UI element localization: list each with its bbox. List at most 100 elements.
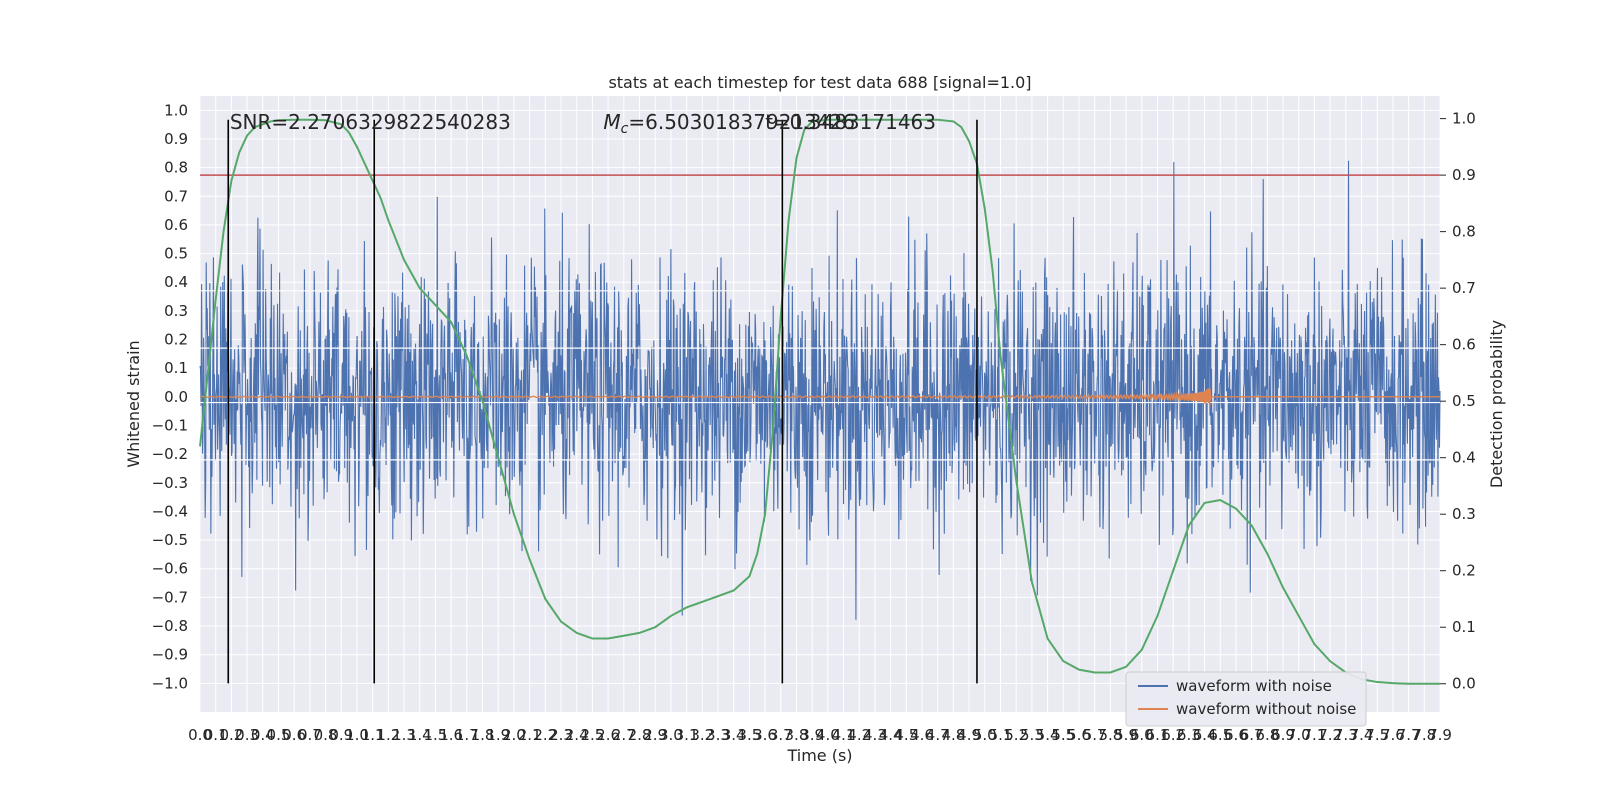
x-tick-label: 3.6 — [753, 726, 777, 744]
noise-waveform-line — [199, 160, 1441, 620]
x-tick-label: 1.9 — [486, 726, 510, 744]
y2-tick-label: 0.5 — [1452, 392, 1476, 410]
y-tick-labels: 1.0 0.9 0.8 0.7 0.6 0.5 0.4 0.3 0.2 0.1 0.0 −0.1 −0.… — [152, 101, 188, 692]
y-tick-label: −0.8 — [152, 617, 188, 635]
y2-tick-label: 0.4 — [1452, 449, 1476, 467]
y-tick-label: −0.5 — [152, 531, 188, 549]
x-axis-label: Time (s) — [786, 746, 852, 765]
x-tick-label: 4.8 — [941, 726, 965, 744]
x-tick-label: 6.5 — [1208, 726, 1232, 744]
x-tick-label: 6.8 — [1255, 726, 1279, 744]
x-tick-label: 1.2 — [376, 726, 400, 744]
x-tick-label: 0.3 — [235, 726, 259, 744]
x-tick-labels: 0.00.10.20.30.40.50.60.70.80.91.01.11.21… — [188, 726, 1452, 744]
annotations: SNR=2.2706329822540283 Mc=6.5030183792134… — [230, 110, 936, 137]
x-tick-label: 2.6 — [596, 726, 620, 744]
x-tick-label: 3.2 — [690, 726, 714, 744]
y-tick-label: −0.6 — [152, 560, 188, 578]
x-tick-label: 2.7 — [612, 726, 636, 744]
y2-tick-label: 0.9 — [1452, 166, 1476, 184]
x-tick-label: 5.7 — [1083, 726, 1107, 744]
x-tick-label: 4.5 — [894, 726, 918, 744]
x-tick-label: 7.0 — [1287, 726, 1311, 744]
y-axis-label: Whitened strain — [124, 340, 143, 467]
x-tick-label: 2.2 — [533, 726, 557, 744]
waveform-without-noise-series — [199, 388, 1440, 408]
chart-title: stats at each timestep for test data 688… — [608, 73, 1031, 92]
y2-tick-label: 0.3 — [1452, 505, 1476, 523]
x-tick-label: 6.0 — [1130, 726, 1154, 744]
x-tick-label: 3.0 — [659, 726, 683, 744]
y-tick-label: −0.9 — [152, 646, 188, 664]
x-tick-label: 1.1 — [361, 726, 385, 744]
y-tick-label: −0.4 — [152, 502, 188, 520]
x-tick-label: 6.9 — [1271, 726, 1295, 744]
x-tick-label: 5.1 — [989, 726, 1013, 744]
x-tick-label: 4.4 — [879, 726, 903, 744]
y2-tick-label: 1.0 — [1452, 110, 1476, 128]
x-tick-label: 1.6 — [439, 726, 463, 744]
x-tick-label: 0.0 — [188, 726, 212, 744]
y-tick-label: 0.4 — [164, 273, 188, 291]
waveform-with-noise-series — [199, 160, 1441, 620]
x-tick-label: 4.9 — [957, 726, 981, 744]
x-tick-label: 7.5 — [1365, 726, 1389, 744]
y-tick-label: −0.2 — [152, 445, 188, 463]
x-tick-label: 6.7 — [1240, 726, 1264, 744]
legend-label-clean: waveform without noise — [1176, 700, 1356, 718]
y2-tick-label: 0.7 — [1452, 279, 1476, 297]
x-tick-label: 4.0 — [816, 726, 840, 744]
x-tick-label: 4.1 — [832, 726, 856, 744]
y2-tick-label: 0.1 — [1452, 618, 1476, 636]
x-tick-label: 0.6 — [282, 726, 306, 744]
x-tick-label: 2.3 — [549, 726, 573, 744]
x-tick-label: 0.5 — [267, 726, 291, 744]
x-tick-label: 5.0 — [973, 726, 997, 744]
x-tick-label: 2.4 — [565, 726, 589, 744]
y-tick-label: 0.3 — [164, 302, 188, 320]
x-tick-label: 4.6 — [910, 726, 934, 744]
y2-tick-label: 0.0 — [1452, 675, 1476, 693]
x-tick-label: 3.5 — [737, 726, 761, 744]
y-tick-label: 0.5 — [164, 245, 188, 263]
x-tick-label: 1.0 — [345, 726, 369, 744]
x-tick-label: 5.2 — [1004, 726, 1028, 744]
x-tick-label: 7.6 — [1381, 726, 1405, 744]
y-tick-label: 0.6 — [164, 216, 188, 234]
x-tick-label: 7.1 — [1303, 726, 1327, 744]
y2-tick-label: 0.6 — [1452, 336, 1476, 354]
y-tick-label: 1.0 — [164, 101, 188, 119]
x-tick-label: 0.7 — [298, 726, 322, 744]
x-tick-label: 4.3 — [863, 726, 887, 744]
y-tick-label: −0.3 — [152, 474, 188, 492]
x-tick-label: 6.2 — [1161, 726, 1185, 744]
y-tick-label: 0.9 — [164, 130, 188, 148]
legend: waveform with noise waveform without noi… — [1125, 671, 1367, 727]
x-tick-label: 7.8 — [1412, 726, 1436, 744]
x-tick-label: 0.4 — [251, 726, 275, 744]
x-tick-label: 1.7 — [455, 726, 479, 744]
y-tick-label: 0.1 — [164, 359, 188, 377]
annotation-text: Mc=6.503018379213426 — [603, 110, 855, 137]
x-tick-label: 2.1 — [518, 726, 542, 744]
y2-axis-label: Detection probability — [1487, 320, 1506, 488]
x-tick-label: 1.4 — [408, 726, 432, 744]
x-tick-label: 5.6 — [1067, 726, 1091, 744]
x-tick-label: 3.3 — [706, 726, 730, 744]
x-tick-label: 6.4 — [1193, 726, 1217, 744]
x-tick-label: 6.6 — [1224, 726, 1248, 744]
x-tick-label: 7.2 — [1318, 726, 1342, 744]
y-tick-label: −0.7 — [152, 588, 188, 606]
y-tick-label: −1.0 — [152, 674, 188, 692]
y-tick-label: 0.2 — [164, 331, 188, 349]
annotation-text: SNR=2.2706329822540283 — [230, 110, 511, 134]
x-tick-label: 0.8 — [314, 726, 338, 744]
x-tick-label: 1.3 — [392, 726, 416, 744]
legend-label-noise: waveform with noise — [1176, 677, 1332, 695]
y2-tick-label: 0.2 — [1452, 562, 1476, 580]
x-tick-label: 0.2 — [219, 726, 243, 744]
x-tick-label: 5.9 — [1114, 726, 1138, 744]
x-tick-label: 6.1 — [1146, 726, 1170, 744]
y-tick-label: 0.8 — [164, 159, 188, 177]
